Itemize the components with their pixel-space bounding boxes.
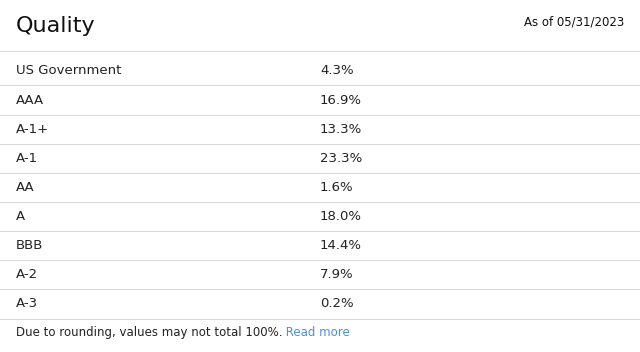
Text: BBB: BBB [16, 239, 44, 252]
Text: Read more: Read more [282, 326, 350, 339]
Text: A-2: A-2 [16, 268, 38, 281]
Text: Quality: Quality [16, 16, 95, 36]
Text: 7.9%: 7.9% [320, 268, 354, 281]
Text: Due to rounding, values may not total 100%.: Due to rounding, values may not total 10… [16, 326, 282, 339]
Text: 4.3%: 4.3% [320, 64, 354, 77]
Text: AAA: AAA [16, 94, 44, 107]
Text: A-3: A-3 [16, 297, 38, 310]
Text: A-1+: A-1+ [16, 122, 49, 136]
Text: A-1: A-1 [16, 152, 38, 165]
Text: 1.6%: 1.6% [320, 181, 354, 194]
Text: 16.9%: 16.9% [320, 94, 362, 107]
Text: AA: AA [16, 181, 35, 194]
Text: 0.2%: 0.2% [320, 297, 354, 310]
Text: A: A [16, 210, 25, 223]
Text: US Government: US Government [16, 64, 122, 77]
Text: 13.3%: 13.3% [320, 122, 362, 136]
Text: As of 05/31/2023: As of 05/31/2023 [524, 16, 624, 29]
Text: 14.4%: 14.4% [320, 239, 362, 252]
Text: 18.0%: 18.0% [320, 210, 362, 223]
Text: 23.3%: 23.3% [320, 152, 362, 165]
